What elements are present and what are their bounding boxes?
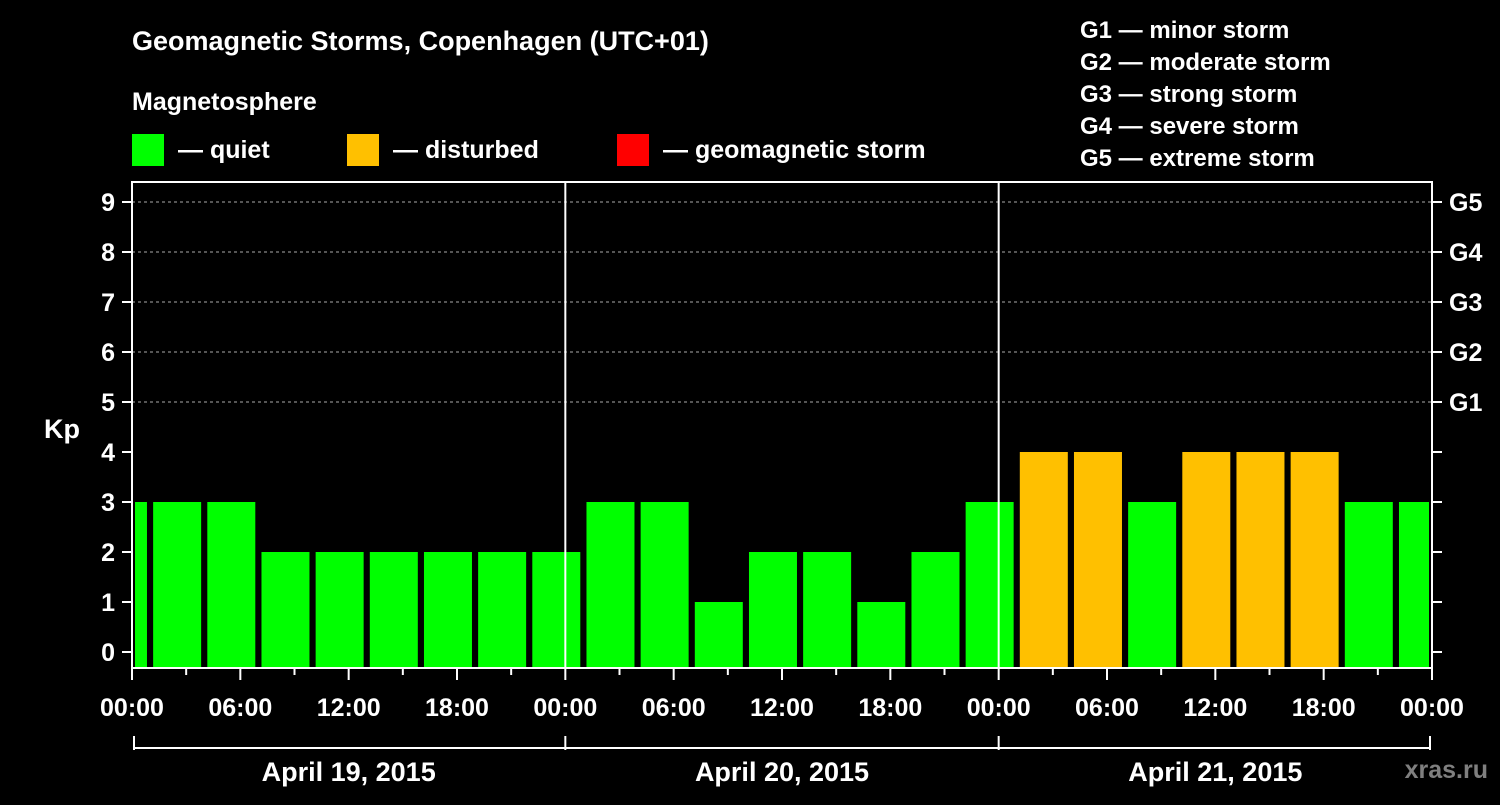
bar-18 (1073, 452, 1122, 668)
legend-label-quiet: — quiet (178, 136, 270, 164)
chart-title: Geomagnetic Storms, Copenhagen (UTC+01) (132, 26, 709, 56)
bar-9 (586, 502, 635, 668)
x-tick-label: 12:00 (317, 694, 381, 722)
bar-8 (532, 552, 581, 668)
bar-19 (1128, 502, 1177, 668)
y-tick-label: 9 (101, 189, 115, 217)
bars (135, 452, 1429, 668)
bar-1 (153, 502, 202, 668)
y-tick-label: 1 (101, 589, 115, 617)
bar-16 (965, 502, 1014, 668)
bar-17 (1019, 452, 1068, 668)
storm-scale-item: G4 — severe storm (1080, 113, 1299, 140)
x-tick-label: 18:00 (425, 694, 489, 722)
bar-3 (261, 552, 310, 668)
y-tick-label: 7 (101, 289, 115, 317)
x-tick-label: 00:00 (533, 694, 597, 722)
storm-scale-item: G1 — minor storm (1080, 17, 1289, 44)
legend: — quiet — disturbed — geomagnetic storm (132, 134, 926, 166)
y-tick-label: 8 (101, 239, 115, 267)
bar-10 (640, 502, 689, 668)
right-tick-label: G4 (1449, 239, 1482, 267)
storm-scale-item: G2 — moderate storm (1080, 49, 1331, 76)
y-tick-label: 0 (101, 639, 115, 667)
axes: 0 1 2 3 4 5 6 7 8 9 G1 G2 G3 G4 G5 00:00 06:00 12:00 18:00… (100, 181, 1482, 787)
bar-11 (694, 602, 743, 668)
y-axis-label: Kp (44, 414, 80, 444)
x-tick-label: 06:00 (1075, 694, 1139, 722)
y-tick-label: 3 (101, 489, 115, 517)
x-tick-label: 06:00 (208, 694, 272, 722)
storm-scale-item: G5 — extreme storm (1080, 145, 1315, 172)
date-label: April 20, 2015 (695, 757, 869, 787)
storm-scale-legend: G1 — minor storm G2 — moderate storm G3 — … (1080, 17, 1331, 172)
right-tick-label: G1 (1449, 389, 1482, 417)
legend-label-disturbed: — disturbed (393, 136, 539, 164)
storm-scale-item: G3 — strong storm (1080, 81, 1297, 108)
y-tick-label: 4 (101, 439, 115, 467)
y-tick-label: 5 (101, 389, 115, 417)
bar-2 (207, 502, 256, 668)
grid (132, 201, 1432, 403)
y-tick-label: 2 (101, 539, 115, 567)
legend-title: Magnetosphere (132, 88, 317, 116)
bar-12 (748, 552, 797, 668)
bar-24 (1398, 502, 1429, 668)
bar-22 (1290, 452, 1339, 668)
x-tick-label: 06:00 (642, 694, 706, 722)
bar-20 (1182, 452, 1231, 668)
bar-5 (369, 552, 418, 668)
x-tick-label: 18:00 (858, 694, 922, 722)
bar-7 (478, 552, 527, 668)
bar-4 (315, 552, 364, 668)
x-tick-label: 00:00 (1400, 694, 1464, 722)
right-tick-label: G5 (1449, 189, 1482, 217)
x-tick-label: 00:00 (967, 694, 1031, 722)
right-tick-label: G3 (1449, 289, 1482, 317)
bar-14 (857, 602, 906, 668)
legend-swatch-disturbed (347, 134, 379, 166)
x-tick-label: 18:00 (1292, 694, 1356, 722)
bar-23 (1344, 502, 1393, 668)
bar-6 (423, 552, 472, 668)
right-tick-label: G2 (1449, 339, 1482, 367)
legend-label-storm: — geomagnetic storm (663, 136, 926, 164)
bar-21 (1236, 452, 1285, 668)
x-tick-label: 12:00 (750, 694, 814, 722)
date-label: April 21, 2015 (1128, 757, 1302, 787)
x-tick-label: 00:00 (100, 694, 164, 722)
date-label: April 19, 2015 (262, 757, 436, 787)
bar-13 (803, 552, 852, 668)
x-tick-label: 12:00 (1183, 694, 1247, 722)
legend-swatch-storm (617, 134, 649, 166)
y-tick-label: 6 (101, 339, 115, 367)
bar-15 (911, 552, 960, 668)
bar-0 (135, 502, 147, 668)
legend-swatch-quiet (132, 134, 164, 166)
watermark: xras.ru (1405, 756, 1488, 784)
